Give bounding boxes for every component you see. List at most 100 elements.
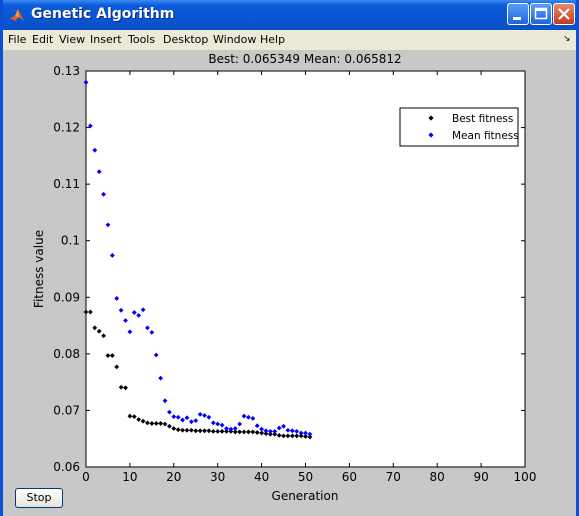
data-point-series-1-18	[162, 398, 168, 404]
data-point-series-1-14	[145, 325, 150, 331]
data-point-series-1-26	[197, 411, 203, 417]
data-point-series-1-35	[237, 421, 243, 427]
data-point-series-0-25	[193, 428, 199, 434]
data-point-series-0-34	[232, 429, 238, 435]
data-point-series-1-0	[83, 79, 89, 85]
dock-arrow-icon[interactable]: ↘	[563, 34, 571, 44]
data-point-series-1-2	[92, 147, 98, 153]
data-point-series-0-44	[276, 432, 282, 438]
x-tick-label-7: 70	[386, 470, 401, 484]
data-point-series-0-16	[153, 421, 159, 426]
menu-tools[interactable]: Tools	[128, 33, 156, 46]
data-point-series-0-21	[175, 427, 181, 433]
data-point-series-1-24	[188, 419, 194, 425]
menu-file[interactable]: File	[8, 33, 27, 46]
data-point-series-0-6	[109, 353, 115, 358]
data-point-series-1-10	[127, 329, 133, 335]
data-point-series-0-24	[188, 427, 194, 433]
legend-box	[399, 107, 519, 147]
data-point-series-0-0	[83, 309, 89, 315]
data-point-series-0-29	[210, 428, 216, 434]
data-point-series-1-19	[167, 409, 172, 415]
close-button[interactable]	[553, 3, 575, 25]
data-point-series-0-2	[92, 325, 98, 331]
data-point-series-1-43	[272, 428, 278, 434]
legend-label-mean: Mean fitness	[452, 130, 519, 142]
maximize-button[interactable]	[530, 3, 552, 25]
data-point-series-1-23	[184, 415, 190, 421]
data-point-series-1-1	[87, 123, 93, 129]
data-point-series-1-38	[250, 415, 256, 421]
data-point-series-1-37	[246, 414, 251, 420]
menu-edit[interactable]: Edit	[32, 33, 54, 46]
menu-view[interactable]: View	[59, 33, 86, 46]
y-tick-label-4: 0.1	[61, 234, 80, 248]
data-point-series-0-26	[197, 428, 203, 434]
data-point-series-0-17	[158, 421, 164, 426]
data-point-series-1-34	[232, 426, 238, 431]
data-point-series-1-4	[101, 191, 106, 197]
minimize-button[interactable]	[507, 3, 529, 25]
data-point-series-0-22	[180, 427, 185, 433]
data-point-series-0-49	[298, 433, 304, 439]
data-point-series-1-45	[281, 423, 286, 429]
legend-marker-best	[428, 115, 434, 121]
axes-ticks: 0 10 20 30 40 50 60 70 80 90 100 0.06 0.07 0.08 0.09 0.…	[53, 64, 536, 484]
data-point-series-0-4	[101, 333, 106, 339]
y-axis-label: Fitness value	[32, 230, 46, 308]
y-tick-label-2: 0.08	[53, 347, 80, 361]
menu-desktop[interactable]: Desktop	[163, 33, 209, 46]
data-point-series-0-41	[263, 431, 269, 437]
data-point-series-0-10	[127, 413, 133, 419]
x-tick-label-9: 90	[473, 470, 488, 484]
data-point-series-1-36	[241, 413, 247, 419]
series-layer	[83, 79, 313, 440]
data-point-series-0-8	[118, 384, 124, 390]
data-point-series-0-19	[167, 423, 172, 429]
data-point-series-1-15	[149, 329, 155, 335]
y-tick-label-0: 0.06	[53, 460, 80, 474]
legend-label-best: Best fitness	[452, 113, 513, 125]
data-point-series-0-40	[259, 430, 264, 436]
stop-button[interactable]: Stop	[15, 488, 63, 508]
data-point-series-0-35	[237, 429, 243, 435]
x-tick-label-4: 40	[254, 470, 269, 484]
x-tick-label-10: 100	[514, 470, 537, 484]
data-point-series-1-5	[105, 222, 111, 228]
data-point-series-0-51	[307, 434, 313, 440]
menu-window[interactable]: Window	[213, 33, 257, 46]
data-point-series-1-46	[285, 427, 291, 433]
menu-insert[interactable]: Insert	[90, 33, 122, 46]
data-point-series-1-11	[131, 310, 137, 315]
y-tick-label-5: 0.11	[53, 177, 80, 191]
maximize-icon	[534, 7, 548, 20]
data-point-series-1-13	[140, 307, 146, 313]
data-point-series-0-47	[289, 433, 295, 439]
data-point-series-1-25	[193, 418, 199, 424]
data-point-series-0-11	[131, 414, 137, 420]
x-tick-label-1: 10	[122, 470, 137, 484]
data-point-series-1-44	[276, 425, 282, 431]
data-point-series-1-8	[118, 307, 124, 313]
data-point-series-0-42	[267, 431, 273, 437]
legend-marker-mean	[428, 132, 434, 138]
data-point-series-0-1	[87, 309, 93, 315]
close-icon	[558, 8, 570, 20]
data-point-series-0-32	[224, 428, 229, 434]
data-point-series-1-39	[254, 423, 260, 429]
data-point-series-0-7	[114, 364, 120, 370]
x-tick-label-8: 80	[430, 470, 445, 484]
data-point-series-0-37	[246, 429, 251, 435]
data-point-series-1-22	[180, 417, 185, 423]
title-bar[interactable]: Genetic Algorithm	[3, 0, 576, 30]
data-point-series-1-21	[175, 414, 181, 420]
data-point-series-1-17	[158, 375, 164, 381]
data-point-series-1-30	[215, 421, 221, 427]
menu-help[interactable]: Help	[260, 33, 286, 46]
y-tick-label-7: 0.13	[53, 64, 80, 78]
x-tick-label-3: 30	[210, 470, 225, 484]
data-point-series-0-45	[281, 433, 286, 439]
data-point-series-0-13	[140, 418, 146, 424]
data-point-series-1-51	[307, 431, 313, 437]
